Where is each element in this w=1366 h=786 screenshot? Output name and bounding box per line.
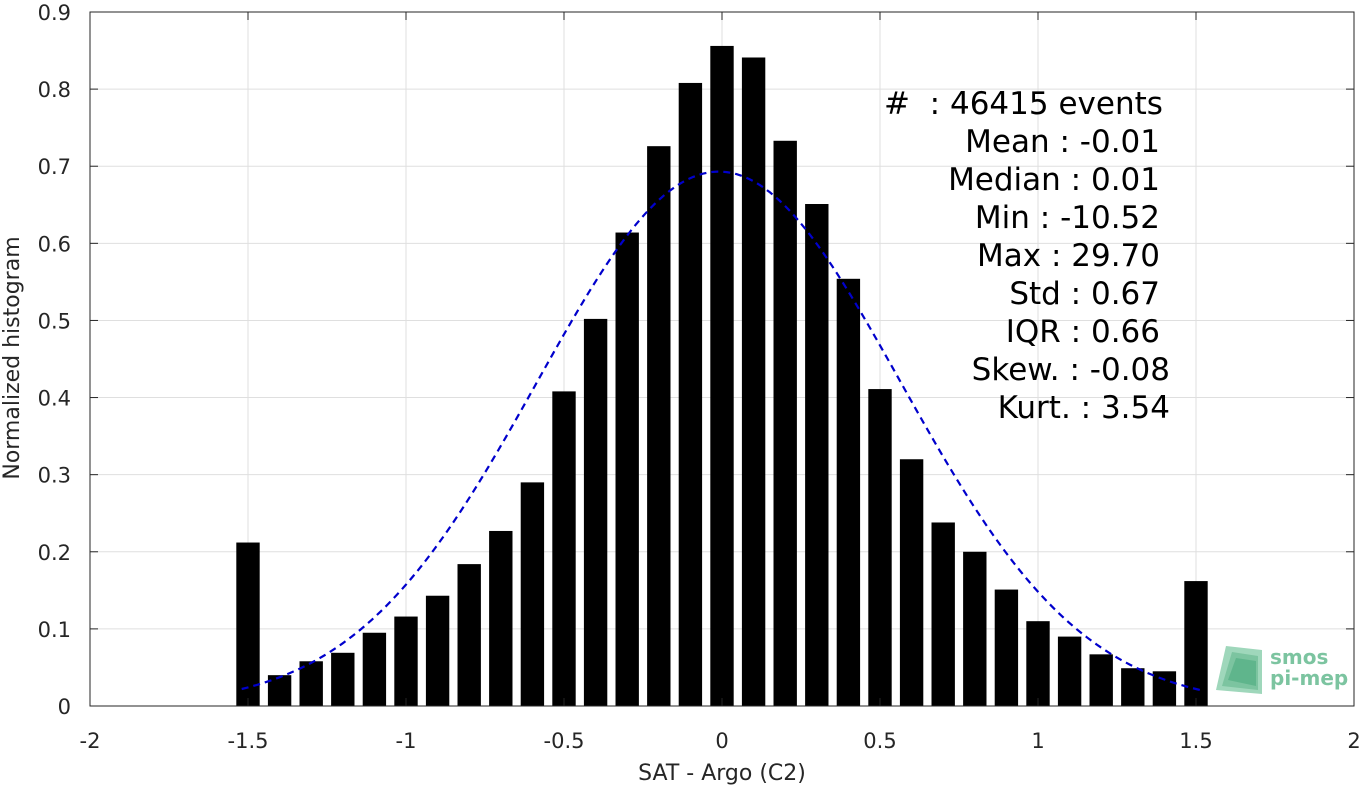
histogram-bar xyxy=(1089,654,1113,706)
stats-line: Kurt. : 3.54 xyxy=(998,390,1170,426)
histogram-bar xyxy=(647,146,671,706)
y-tick-label: 0.7 xyxy=(38,155,71,179)
histogram-bar xyxy=(710,45,734,706)
y-tick-label: 0.6 xyxy=(38,232,71,256)
logo-mark-icon xyxy=(1216,646,1262,694)
stats-line: Skew. : -0.08 xyxy=(972,352,1170,388)
histogram-bar xyxy=(741,57,766,707)
x-tick-label: -0.5 xyxy=(544,729,585,753)
histogram-bar xyxy=(899,459,924,706)
histogram-bar xyxy=(1121,668,1145,706)
x-tick-label: -1.5 xyxy=(228,729,269,753)
histogram-bar xyxy=(805,204,829,707)
gaussian-fit xyxy=(241,170,1203,692)
histogram-bar xyxy=(1152,671,1177,706)
histogram-bar xyxy=(615,232,639,706)
x-tick-label: 1.5 xyxy=(1179,729,1212,753)
histogram-bar xyxy=(868,389,892,706)
x-tick-label: 2 xyxy=(1347,729,1360,753)
x-tick-label: 0.5 xyxy=(863,729,896,753)
x-tick-label: -1 xyxy=(396,729,417,753)
stats-line: Min : -10.52 xyxy=(975,200,1160,236)
y-axis-ticks: 0 0.1 0.2 0.3 0.4 0.5 0.6 0.7 0.8 0.9 xyxy=(38,1,1354,719)
logo-text-pimep: pi-mep xyxy=(1270,666,1348,690)
histogram-bar xyxy=(963,551,987,706)
histogram-bar xyxy=(394,616,418,706)
stats-line: # : 46415 events xyxy=(884,86,1163,122)
x-axis-label: SAT - Argo (C2) xyxy=(638,761,806,786)
histogram-bar xyxy=(931,522,955,706)
y-tick-label: 0.3 xyxy=(38,464,71,488)
y-tick-label: 0.2 xyxy=(38,541,71,565)
histogram-bar xyxy=(425,595,450,706)
stats-line: Max : 29.70 xyxy=(977,238,1160,274)
histogram-bar xyxy=(994,589,1019,706)
stats-line: Median : 0.01 xyxy=(948,162,1160,198)
stats-line: IQR : 0.66 xyxy=(1006,314,1160,350)
histogram-bar xyxy=(267,675,292,706)
x-tick-label: 0 xyxy=(715,729,728,753)
y-tick-label: 0.9 xyxy=(38,1,71,25)
gaussian-fit-line xyxy=(241,170,1203,692)
histogram-bar xyxy=(836,278,861,706)
smos-pimep-logo: smos pi-mep xyxy=(1216,645,1348,694)
histogram-bar xyxy=(489,530,513,706)
x-tick-label: 1 xyxy=(1031,729,1044,753)
y-tick-label: 0.4 xyxy=(38,387,71,411)
stats-line: Std : 0.67 xyxy=(1009,276,1160,312)
x-tick-label: -2 xyxy=(80,729,101,753)
logo-text-smos: smos xyxy=(1270,645,1328,669)
histogram-bars xyxy=(236,45,1208,707)
histogram-bar xyxy=(1184,581,1208,706)
stats-line: Mean : -0.01 xyxy=(965,124,1160,160)
histogram-bar xyxy=(457,564,481,706)
histogram-bar xyxy=(552,391,576,706)
y-axis-label: Normalized histogram xyxy=(0,236,25,479)
histogram-bar xyxy=(362,632,387,706)
y-tick-label: 0.1 xyxy=(38,618,71,642)
histogram-bar xyxy=(1057,636,1082,706)
y-tick-label: 0.8 xyxy=(38,78,71,102)
y-tick-label: 0.5 xyxy=(38,309,71,333)
y-tick-label: 0 xyxy=(58,695,71,719)
histogram-bar xyxy=(1026,621,1050,706)
histogram-bar xyxy=(773,140,797,706)
histogram-bar xyxy=(299,661,323,706)
histogram-bar xyxy=(520,482,545,706)
histogram-bar xyxy=(678,82,703,707)
histogram-bar xyxy=(583,318,608,706)
histogram-bar xyxy=(236,542,260,706)
histogram-bar xyxy=(331,652,355,706)
x-axis-ticks: -2 -1.5 -1 -0.5 0 0.5 1 1.5 2 xyxy=(80,12,1361,753)
